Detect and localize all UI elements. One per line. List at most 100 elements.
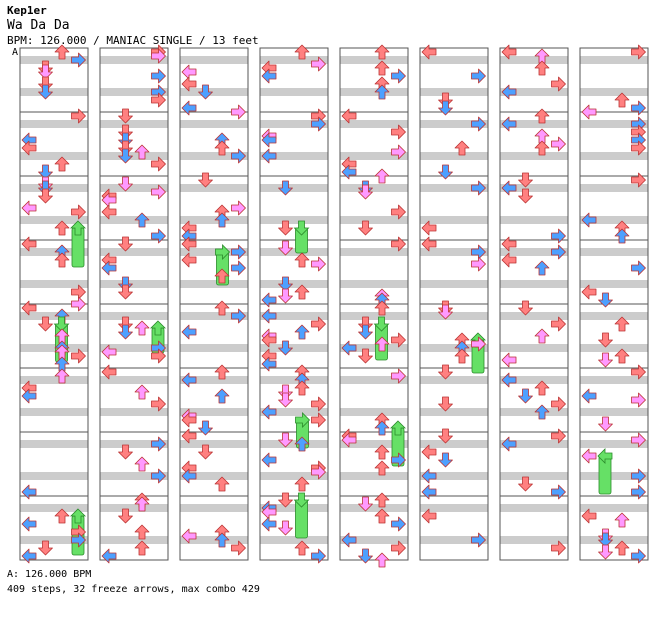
beat-band xyxy=(180,248,248,256)
beat-band xyxy=(340,56,408,64)
beat-band xyxy=(100,472,168,480)
quarter-arrow xyxy=(21,140,37,156)
quarter-arrow xyxy=(614,92,630,108)
eighth-arrow xyxy=(341,532,357,548)
quarter-arrow xyxy=(181,412,197,428)
beat-band xyxy=(20,376,88,384)
beat-band xyxy=(500,312,568,320)
sixteenth-arrow xyxy=(311,464,326,480)
beat-band xyxy=(180,312,248,320)
sixteenth-arrow xyxy=(278,240,293,256)
eighth-arrow xyxy=(294,436,310,452)
eighth-arrow xyxy=(421,468,437,484)
eighth-arrow xyxy=(278,180,293,196)
beat-band xyxy=(420,376,488,384)
eighth-arrow xyxy=(598,532,613,548)
eighth-arrow xyxy=(101,548,117,564)
eighth-arrow xyxy=(151,228,166,244)
eighth-arrow xyxy=(471,116,486,132)
quarter-arrow xyxy=(391,124,406,140)
quarter-arrow xyxy=(181,428,197,444)
quarter-arrow xyxy=(118,124,133,140)
quarter-arrow xyxy=(581,508,597,524)
eighth-arrow xyxy=(181,468,197,484)
beat-band xyxy=(580,88,648,96)
eighth-arrow xyxy=(278,276,293,292)
quarter-arrow xyxy=(421,508,437,524)
beat-band xyxy=(580,248,648,256)
beat-band xyxy=(100,248,168,256)
eighth-arrow xyxy=(21,484,37,500)
eighth-arrow xyxy=(598,292,613,308)
quarter-arrow xyxy=(54,156,70,172)
chart-column xyxy=(99,47,169,561)
eighth-arrow xyxy=(581,388,597,404)
sixteenth-arrow xyxy=(391,144,406,160)
beat-band xyxy=(500,280,568,288)
quarter-arrow xyxy=(358,220,373,236)
quarter-arrow xyxy=(21,236,37,252)
quarter-arrow xyxy=(151,396,166,412)
beat-band xyxy=(100,184,168,192)
beat-band xyxy=(340,376,408,384)
beat-band xyxy=(260,184,328,192)
beat-band xyxy=(180,408,248,416)
eighth-arrow xyxy=(551,484,566,500)
sixteenth-arrow xyxy=(374,168,390,184)
sixteenth-arrow xyxy=(341,432,357,448)
quarter-arrow xyxy=(214,476,230,492)
beat-band xyxy=(420,536,488,544)
beat-band xyxy=(180,280,248,288)
quarter-arrow xyxy=(151,156,166,172)
beat-band xyxy=(580,504,648,512)
beat-band xyxy=(20,344,88,352)
sixteenth-arrow xyxy=(471,336,486,352)
quarter-arrow xyxy=(151,348,166,364)
quarter-arrow xyxy=(294,476,310,492)
quarter-arrow xyxy=(518,172,533,188)
beat-band xyxy=(20,120,88,128)
quarter-arrow xyxy=(54,44,70,60)
quarter-arrow xyxy=(631,364,646,380)
eighth-arrow xyxy=(214,532,230,548)
sixteenth-arrow xyxy=(118,176,133,192)
quarter-arrow xyxy=(181,252,197,268)
eighth-arrow xyxy=(261,148,277,164)
beat-band xyxy=(340,152,408,160)
sixteenth-arrow xyxy=(151,184,166,200)
quarter-arrow xyxy=(551,428,566,444)
sixteenth-arrow xyxy=(598,416,613,432)
sixteenth-arrow xyxy=(21,200,37,216)
beat-band xyxy=(340,184,408,192)
beat-band xyxy=(420,440,488,448)
freeze-arrow xyxy=(597,448,613,495)
eighth-arrow xyxy=(261,404,277,420)
quarter-arrow xyxy=(438,92,453,108)
quarter-arrow xyxy=(438,428,453,444)
beat-band xyxy=(180,120,248,128)
eighth-arrow xyxy=(631,100,646,116)
beat-band xyxy=(260,344,328,352)
beat-band xyxy=(420,184,488,192)
bpm-summary: A: 126.000 BPM xyxy=(7,569,92,580)
sixteenth-arrow xyxy=(278,288,293,304)
beat-band xyxy=(20,88,88,96)
eighth-arrow xyxy=(438,164,453,180)
beat-band xyxy=(340,216,408,224)
chart-column xyxy=(19,47,89,561)
quarter-arrow xyxy=(391,540,406,556)
beat-band xyxy=(20,56,88,64)
quarter-arrow xyxy=(358,316,373,332)
beat-band xyxy=(580,312,648,320)
quarter-arrow xyxy=(614,348,630,364)
quarter-arrow xyxy=(71,348,86,364)
chart-meta: BPM: 126.000 / MANIAC SINGLE / 13 feet xyxy=(7,34,259,47)
beat-band xyxy=(580,408,648,416)
beat-band xyxy=(500,376,568,384)
quarter-arrow xyxy=(534,140,550,156)
beat-band xyxy=(340,440,408,448)
freeze-arrow xyxy=(293,220,310,254)
sixteenth-arrow xyxy=(311,56,326,72)
quarter-arrow xyxy=(54,220,70,236)
quarter-arrow xyxy=(101,204,117,220)
